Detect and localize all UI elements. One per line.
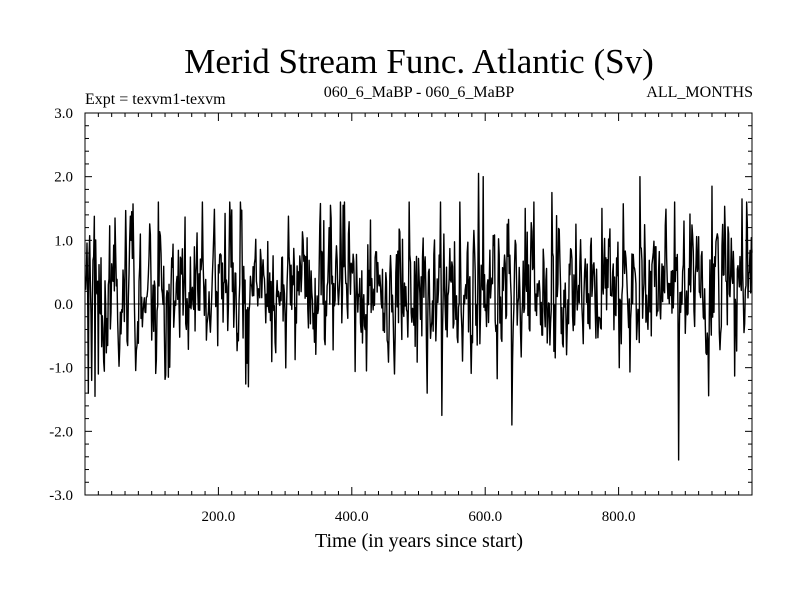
subtitle-right: ALL_MONTHS <box>646 84 753 101</box>
x-tick-label: 400.0 <box>335 509 369 525</box>
subtitle-center: 060_6_MaBP - 060_6_MaBP <box>324 84 515 101</box>
chart-title: Merid Stream Func. Atlantic (Sv) <box>184 42 654 81</box>
series-line <box>84 172 753 461</box>
y-tick-label: -3.0 <box>49 488 73 504</box>
x-tick-label: 600.0 <box>468 509 502 525</box>
y-tick-label: 0.0 <box>54 297 73 313</box>
y-tick-label: -1.0 <box>49 361 73 377</box>
y-tick-label: 2.0 <box>54 170 73 186</box>
x-axis: 200.0 400.0 600.0 800.0 <box>97 113 740 525</box>
subtitle-left: Expt = texvm1-texvm <box>85 91 226 108</box>
x-axis-label: Time (in years since start) <box>315 530 523 552</box>
x-tick-label: 200.0 <box>202 509 236 525</box>
y-axis: 3.0 2.0 1.0 0.0 -1.0 -2.0 -3.0 <box>49 106 752 504</box>
y-tick-label: 1.0 <box>54 233 73 249</box>
y-tick-label: 3.0 <box>54 106 73 122</box>
x-tick-label: 800.0 <box>602 509 636 525</box>
y-tick-label: -2.0 <box>49 424 73 440</box>
